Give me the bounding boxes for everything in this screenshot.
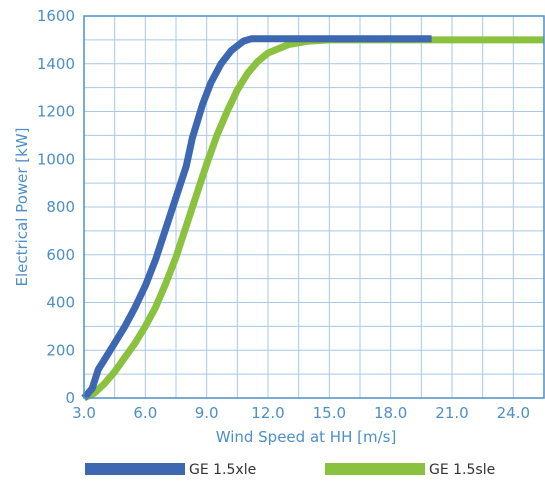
x-tick-label: 21.0 bbox=[435, 404, 468, 422]
x-tick-label: 18.0 bbox=[374, 404, 407, 422]
y-axis-ticks: 0 200 400 600 800 1000 1200 1400 1600 bbox=[37, 7, 75, 407]
chart-series-lines bbox=[81, 35, 544, 402]
x-tick-label: 24.0 bbox=[497, 404, 530, 422]
x-axis-ticks: 3.0 6.0 9.0 12.0 15.0 18.0 21.0 24.0 bbox=[72, 404, 530, 422]
chart-grid bbox=[84, 16, 544, 398]
legend-swatch-1 bbox=[325, 463, 425, 475]
series-line-1 bbox=[82, 36, 544, 402]
y-axis-title: Electrical Power [kW] bbox=[13, 127, 31, 286]
y-tick-label: 600 bbox=[46, 246, 75, 264]
x-axis-title: Wind Speed at HH [m/s] bbox=[216, 428, 397, 446]
y-tick-label: 1600 bbox=[37, 7, 75, 25]
series-line-0 bbox=[81, 35, 432, 401]
legend-label-1: GE 1.5sle bbox=[429, 462, 495, 478]
x-tick-label: 12.0 bbox=[251, 404, 284, 422]
y-tick-label: 1400 bbox=[37, 55, 75, 73]
x-tick-label: 15.0 bbox=[313, 404, 346, 422]
y-tick-label: 800 bbox=[46, 198, 75, 216]
x-tick-label: 6.0 bbox=[133, 404, 157, 422]
legend-swatch-0 bbox=[85, 463, 185, 475]
plot-area-frame bbox=[83, 15, 545, 399]
chart-legend: GE 1.5xle GE 1.5sle bbox=[85, 462, 495, 478]
legend-label-0: GE 1.5xle bbox=[189, 462, 256, 478]
y-tick-label: 0 bbox=[65, 389, 75, 407]
y-tick-label: 1200 bbox=[37, 103, 75, 121]
y-tick-label: 1000 bbox=[37, 150, 75, 168]
y-tick-label: 200 bbox=[46, 341, 75, 359]
y-tick-label: 400 bbox=[46, 294, 75, 312]
x-tick-label: 9.0 bbox=[195, 404, 219, 422]
x-tick-label: 3.0 bbox=[72, 404, 96, 422]
